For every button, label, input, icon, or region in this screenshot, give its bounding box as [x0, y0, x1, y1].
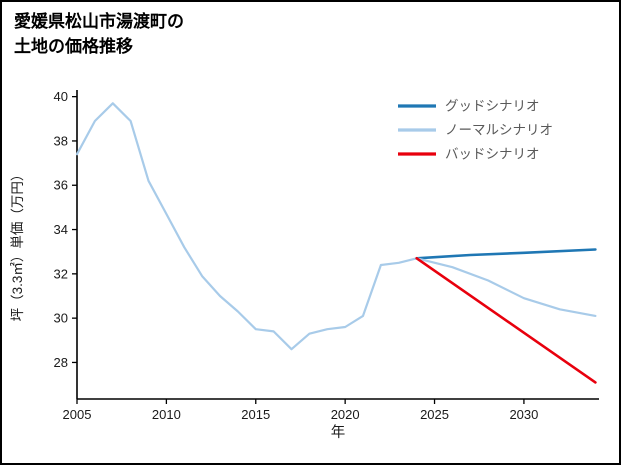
y-tick-label: 40 — [54, 89, 68, 104]
y-tick-label: 38 — [54, 133, 68, 148]
x-tick-label: 2010 — [152, 407, 181, 422]
x-axis-title: 年 — [331, 424, 346, 441]
x-tick-label: 2005 — [63, 407, 92, 422]
series-line-グッドシナリオ — [415, 248, 597, 260]
legend-label-2: バッドシナリオ — [445, 147, 540, 162]
y-tick-label: 36 — [54, 178, 68, 193]
legend-label-0: グッドシナリオ — [445, 99, 540, 114]
y-tick-label: 30 — [54, 311, 68, 326]
legend-label-1: ノーマルシナリオ — [445, 123, 553, 138]
y-tick-label: 34 — [54, 222, 68, 237]
series-line-ノーマルシナリオ — [415, 257, 597, 317]
series-line-バッドシナリオ — [415, 256, 597, 384]
x-tick-label: 2020 — [331, 407, 360, 422]
x-tick-label: 2025 — [420, 407, 449, 422]
chart-title: 愛媛県松山市湯渡町の 土地の価格推移 — [14, 12, 184, 56]
y-tick-label: 28 — [54, 355, 68, 370]
series-line-history — [75, 102, 418, 351]
x-tick-label: 2030 — [509, 407, 538, 422]
y-tick-label: 32 — [54, 266, 68, 281]
y-axis-title: 坪（3.3㎡）単価（万円） — [10, 168, 25, 322]
x-tick-label: 2015 — [241, 407, 270, 422]
